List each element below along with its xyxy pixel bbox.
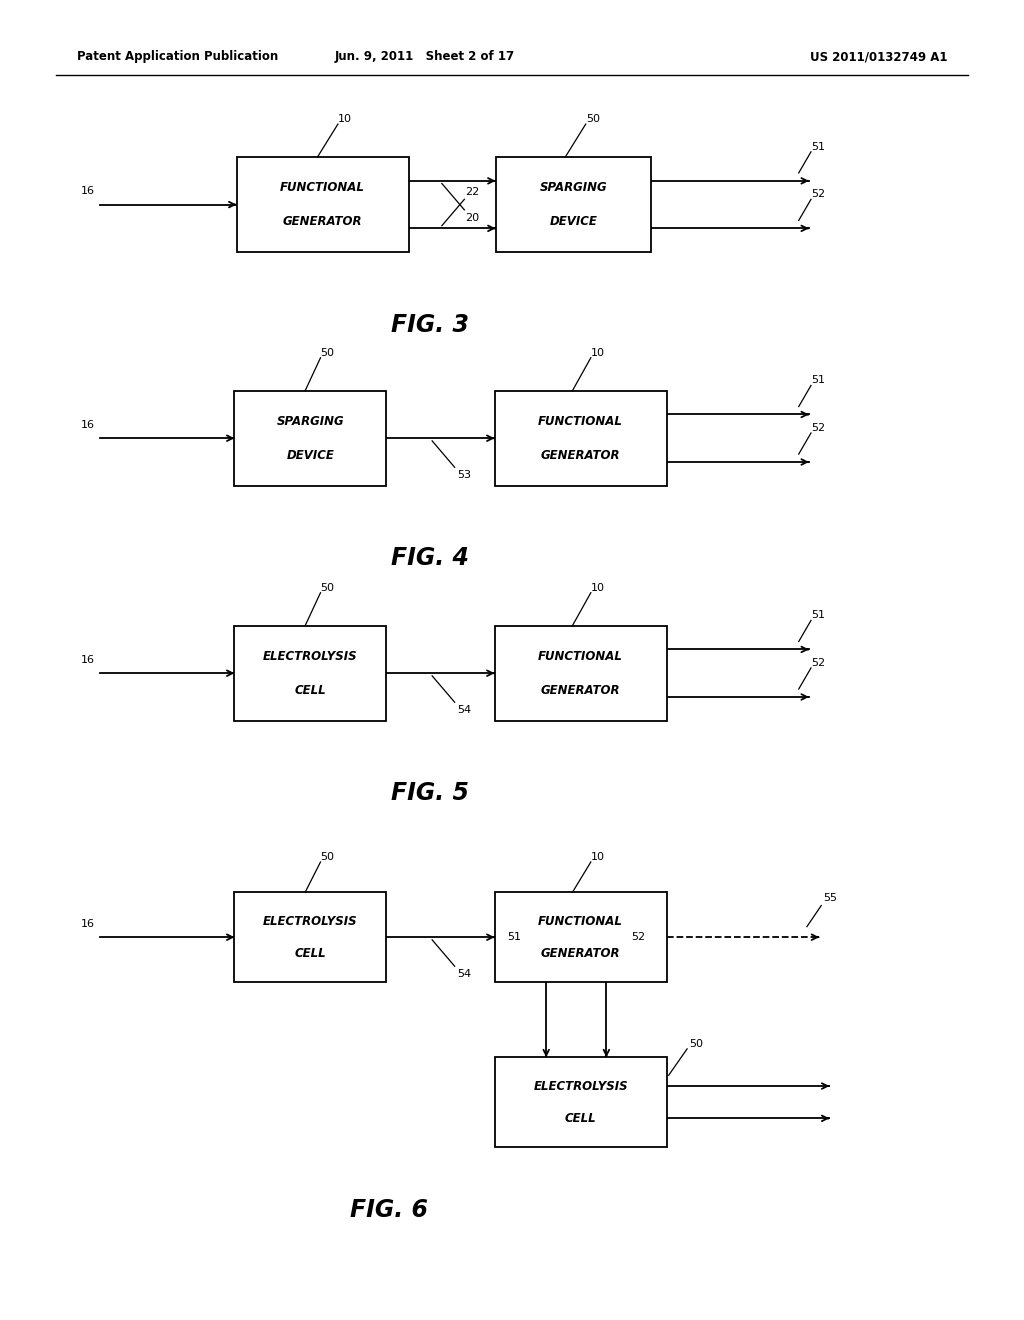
Bar <box>495 1057 667 1147</box>
Text: 51: 51 <box>811 141 825 152</box>
Text: 52: 52 <box>811 189 825 199</box>
Text: FIG. 5: FIG. 5 <box>391 781 469 805</box>
Text: 50: 50 <box>689 1039 703 1049</box>
Text: DEVICE: DEVICE <box>550 215 597 228</box>
Text: 16: 16 <box>81 919 95 929</box>
Text: 16: 16 <box>81 655 95 665</box>
Text: FUNCTIONAL: FUNCTIONAL <box>539 649 623 663</box>
Text: FUNCTIONAL: FUNCTIONAL <box>539 414 623 428</box>
Text: 20: 20 <box>465 213 479 223</box>
Text: 51: 51 <box>811 375 825 385</box>
Text: 10: 10 <box>591 851 605 862</box>
Bar <box>496 157 651 252</box>
Bar <box>234 626 386 721</box>
Bar <box>495 626 667 721</box>
Text: CELL: CELL <box>565 1111 596 1125</box>
Text: ELECTROLYSIS: ELECTROLYSIS <box>534 1080 628 1093</box>
Text: 52: 52 <box>811 422 825 433</box>
Text: 50: 50 <box>321 851 335 862</box>
Text: GENERATOR: GENERATOR <box>541 449 621 462</box>
Text: ELECTROLYSIS: ELECTROLYSIS <box>263 649 357 663</box>
Text: FUNCTIONAL: FUNCTIONAL <box>281 181 365 194</box>
Text: FIG. 4: FIG. 4 <box>391 546 469 570</box>
Text: 10: 10 <box>338 114 352 124</box>
Text: GENERATOR: GENERATOR <box>541 946 621 960</box>
Text: CELL: CELL <box>295 684 326 697</box>
Text: 16: 16 <box>81 186 95 197</box>
Text: 52: 52 <box>631 932 645 942</box>
Text: 54: 54 <box>457 969 471 979</box>
Text: 10: 10 <box>591 582 605 593</box>
Text: GENERATOR: GENERATOR <box>283 215 362 228</box>
Text: 55: 55 <box>823 892 838 903</box>
Text: 51: 51 <box>811 610 825 620</box>
Text: 16: 16 <box>81 420 95 430</box>
Text: 52: 52 <box>811 657 825 668</box>
Text: 10: 10 <box>591 347 605 358</box>
Text: 50: 50 <box>586 114 600 124</box>
Text: FIG. 3: FIG. 3 <box>391 313 469 337</box>
Text: FUNCTIONAL: FUNCTIONAL <box>539 915 623 928</box>
Text: US 2011/0132749 A1: US 2011/0132749 A1 <box>810 50 947 63</box>
Text: DEVICE: DEVICE <box>287 449 334 462</box>
Text: SPARGING: SPARGING <box>276 414 344 428</box>
Text: SPARGING: SPARGING <box>540 181 607 194</box>
Text: 22: 22 <box>465 186 479 197</box>
Bar <box>237 157 409 252</box>
Text: ELECTROLYSIS: ELECTROLYSIS <box>263 915 357 928</box>
Text: Patent Application Publication: Patent Application Publication <box>77 50 279 63</box>
Bar <box>495 391 667 486</box>
Text: 51: 51 <box>508 932 521 942</box>
Text: 50: 50 <box>321 347 335 358</box>
Bar <box>234 892 386 982</box>
Text: GENERATOR: GENERATOR <box>541 684 621 697</box>
Text: Jun. 9, 2011   Sheet 2 of 17: Jun. 9, 2011 Sheet 2 of 17 <box>335 50 515 63</box>
Bar <box>495 892 667 982</box>
Text: 54: 54 <box>457 705 471 715</box>
Text: 53: 53 <box>457 470 471 480</box>
Text: FIG. 6: FIG. 6 <box>350 1199 428 1222</box>
Text: CELL: CELL <box>295 946 326 960</box>
Text: 50: 50 <box>321 582 335 593</box>
Bar <box>234 391 386 486</box>
